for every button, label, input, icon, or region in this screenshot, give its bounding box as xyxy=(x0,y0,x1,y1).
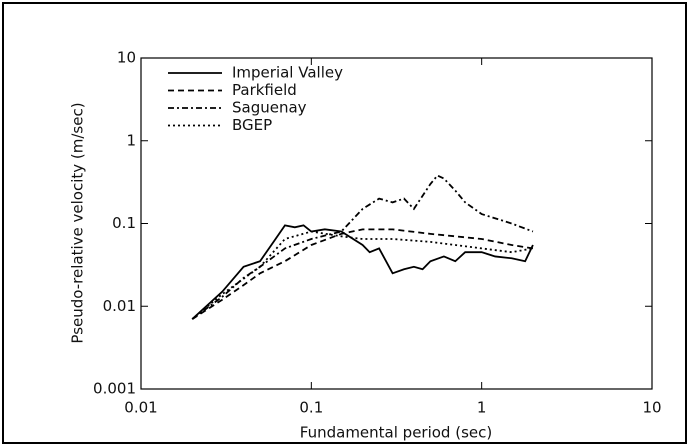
y-tick-label: 1 xyxy=(126,131,136,149)
x-tick-label: 10 xyxy=(642,399,661,417)
x-tick-label: 0.1 xyxy=(299,399,323,417)
series-line xyxy=(191,224,534,320)
y-axis-label: Pseudo-relative velocity (m/sec) xyxy=(69,102,87,343)
series-line xyxy=(191,228,534,320)
y-tick-label: 0.1 xyxy=(112,214,136,232)
legend-label: Parkfield xyxy=(232,81,297,99)
legend-label: Imperial Valley xyxy=(232,64,343,82)
legend-label: Saguenay xyxy=(232,99,307,117)
legend-label: BGEP xyxy=(232,116,272,134)
x-axis-label: Fundamental period (sec) xyxy=(300,424,492,442)
series-line xyxy=(191,230,534,320)
x-tick-label: 0.01 xyxy=(124,399,157,417)
y-tick-label: 0.001 xyxy=(93,380,136,398)
x-tick-label: 1 xyxy=(477,399,487,417)
series-line xyxy=(191,174,534,320)
plot-area xyxy=(140,57,653,390)
y-tick-label: 0.01 xyxy=(103,297,136,315)
y-tick-label: 10 xyxy=(117,49,136,67)
